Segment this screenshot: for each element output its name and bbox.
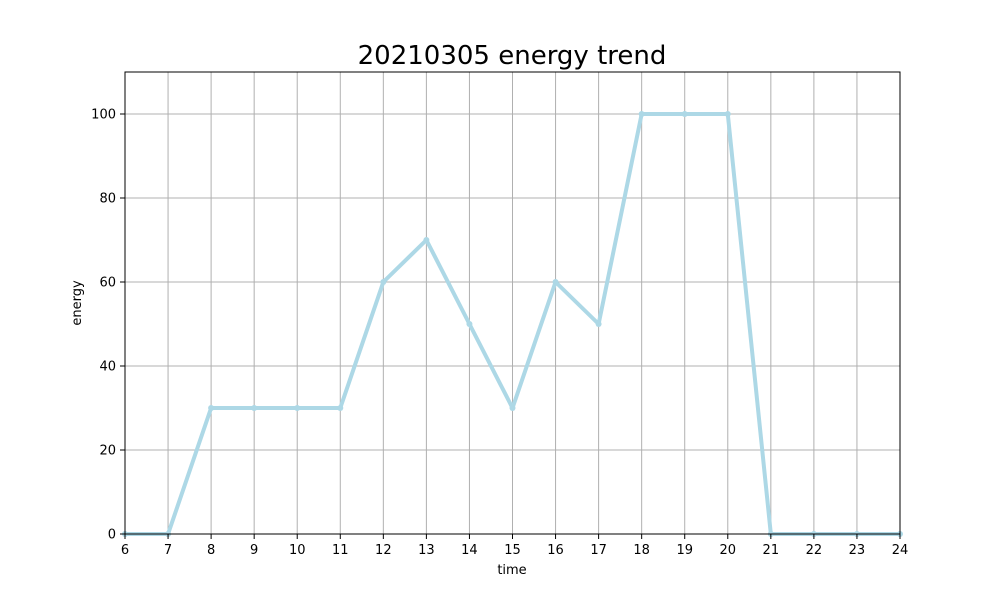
y-tick-label: 0 — [108, 528, 116, 543]
data-point — [466, 321, 473, 327]
x-axis: 6 7 8 9 10 11 12 13 14 15 16 17 18 19 20 21 22 23 24 — [121, 534, 908, 558]
y-tick-label: 60 — [99, 276, 116, 291]
x-tick-label: 23 — [849, 543, 866, 558]
x-tick-label: 20 — [720, 543, 737, 558]
y-tick-label: 80 — [99, 192, 116, 207]
x-axis-label: time — [497, 563, 526, 578]
x-tick-label: 7 — [164, 543, 172, 558]
x-tick-label: 10 — [289, 543, 306, 558]
x-tick-label: 8 — [207, 543, 215, 558]
x-tick-label: 6 — [121, 543, 129, 558]
data-point — [681, 111, 688, 117]
x-tick-label: 18 — [633, 543, 650, 558]
data-point — [509, 405, 516, 411]
x-tick-label: 13 — [418, 543, 435, 558]
x-tick-label: 12 — [375, 543, 392, 558]
data-point — [208, 405, 215, 411]
data-point — [724, 111, 731, 117]
y-tick-label: 40 — [99, 360, 116, 375]
x-tick-label: 11 — [332, 543, 349, 558]
data-point — [337, 405, 344, 411]
x-tick-label: 16 — [547, 543, 564, 558]
data-point — [294, 405, 301, 411]
x-tick-label: 14 — [461, 543, 478, 558]
grid — [124, 72, 901, 535]
x-tick-label: 22 — [806, 543, 823, 558]
x-tick-label: 24 — [892, 543, 909, 558]
x-tick-label: 21 — [763, 543, 780, 558]
data-point — [251, 405, 258, 411]
data-point — [638, 111, 645, 117]
data-point — [552, 279, 559, 285]
x-tick-label: 19 — [676, 543, 693, 558]
x-tick-label: 15 — [504, 543, 521, 558]
data-point — [595, 321, 602, 327]
data-point — [423, 237, 430, 243]
y-axis: 0 20 40 60 80 100 — [91, 108, 125, 543]
data-point — [380, 279, 387, 285]
y-tick-label: 100 — [91, 108, 116, 123]
x-tick-label: 17 — [590, 543, 607, 558]
y-axis-label: energy — [70, 280, 85, 326]
chart-title: 20210305 energy trend — [358, 41, 667, 71]
y-tick-label: 20 — [99, 444, 116, 459]
x-tick-label: 9 — [250, 543, 258, 558]
